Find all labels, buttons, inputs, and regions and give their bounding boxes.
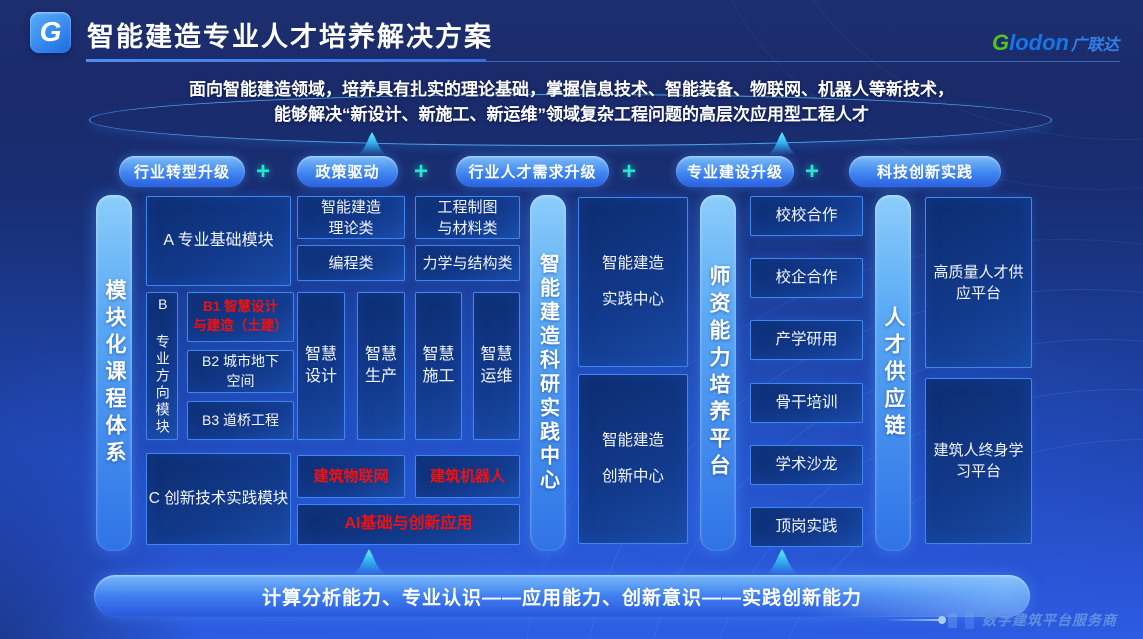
teacher-box-post-practice: 顶岗实践: [750, 507, 863, 547]
sidebar-curriculum-system: 模块化课程体系: [96, 195, 132, 551]
footer-tagline-row: 数字建筑平台服务商: [888, 610, 1117, 630]
research-innovation-center-box: 智能建造 创新中心: [578, 374, 688, 544]
tagline-rule-dot: [888, 616, 946, 624]
module-c-box: C 创新技术实践模块: [146, 453, 291, 545]
intro-statement: 面向智能建造领域，培养具有扎实的理论基础，掌握信息技术、智能装备、物联网、机器人…: [0, 77, 1143, 127]
title-underline: [86, 59, 486, 62]
smart-box-construction: 智慧 施工: [415, 292, 462, 440]
teacher-box-backbone-training: 骨干培训: [750, 383, 863, 423]
driver-pill-major-upgrade: 专业建设升级: [676, 156, 794, 187]
tagline-bar-icon: [948, 612, 957, 628]
smart-box-operation: 智慧 运维: [473, 292, 520, 440]
smart-box-production: 智慧 生产: [357, 292, 405, 440]
research-practice-center-box: 智能建造 实践中心: [578, 197, 688, 367]
module-b3-box: B3 道桥工程: [187, 401, 294, 440]
tagline-bar-icon: [965, 611, 974, 629]
sidebar-label: 智能建造科研实践中心: [536, 253, 559, 493]
glodon-logo-icon: G: [30, 12, 71, 53]
sidebar-label: 模块化课程体系: [103, 278, 126, 468]
module-b-label-box: B 专业方向模块: [146, 292, 178, 440]
brand-chinese-name: 广联达: [1070, 37, 1119, 54]
sidebar-talent-chain: 人才供应链: [875, 195, 911, 551]
teacher-box-school-school: 校校合作: [750, 196, 863, 236]
iot-box: 建筑物联网: [297, 455, 405, 498]
sidebar-label: 人才供应链: [882, 305, 905, 441]
smart-box-design: 智慧 设计: [297, 292, 345, 440]
driver-pill-industry-transform: 行业转型升级: [119, 156, 245, 187]
ai-box: AI基础与创新应用: [297, 504, 520, 545]
brand-logo: Glodon 广联达: [992, 30, 1119, 56]
robot-box: 建筑机器人: [415, 455, 520, 498]
sidebar-teacher-platform: 师资能力培养平台: [700, 195, 736, 551]
driver-pill-tech-innovation: 科技创新实践: [849, 156, 1001, 187]
intro-line-2: 能够解决“新设计、新施工、新运维”领域复杂工程问题的高层次应用型工程人才: [274, 105, 869, 124]
teacher-box-school-enterprise: 校企合作: [750, 258, 863, 298]
theory-box-intelligent-construction: 智能建造 理论类: [297, 196, 405, 239]
teacher-box-academic-salon: 学术沙龙: [750, 445, 863, 485]
theory-box-mechanics-structure: 力学与结构类: [415, 245, 520, 281]
plus-separator: +: [805, 157, 820, 185]
plus-separator: +: [256, 157, 271, 185]
module-b2-box: B2 城市地下 空间: [187, 350, 294, 393]
theory-box-drawing-materials: 工程制图 与材料类: [415, 196, 520, 239]
theory-box-programming: 编程类: [297, 245, 405, 281]
up-arrow-icon: [353, 549, 385, 575]
brand-letter-g: G: [991, 30, 1010, 55]
brand-wordmark: lodon: [1009, 30, 1069, 55]
talent-supply-platform-box: 高质量人才供 应平台: [925, 197, 1032, 368]
driver-pill-talent-demand: 行业人才需求升级: [456, 156, 609, 187]
module-a-box: A 专业基础模块: [146, 196, 291, 286]
sidebar-research-center: 智能建造科研实践中心: [530, 195, 566, 551]
logo-letter: G: [39, 15, 62, 47]
module-b-label: B 专业方向模块: [154, 296, 171, 436]
plus-separator: +: [622, 157, 637, 185]
sidebar-label: 师资能力培养平台: [707, 265, 730, 481]
teacher-box-industry-research: 产学研用: [750, 320, 863, 360]
page-title: 智能建造专业人才培养解决方案: [87, 22, 493, 52]
tagline-text: 数字建筑平台服务商: [982, 612, 1117, 628]
module-b1-box: B1 智慧设计 与建造（土建）: [187, 292, 294, 342]
driver-pill-policy: 政策驱动: [297, 156, 398, 187]
lifelong-learning-platform-box: 建筑人终身学 习平台: [925, 378, 1032, 544]
plus-separator: +: [414, 157, 429, 185]
intro-line-1: 面向智能建造领域，培养具有扎实的理论基础，掌握信息技术、智能装备、物联网、机器人…: [189, 80, 954, 99]
